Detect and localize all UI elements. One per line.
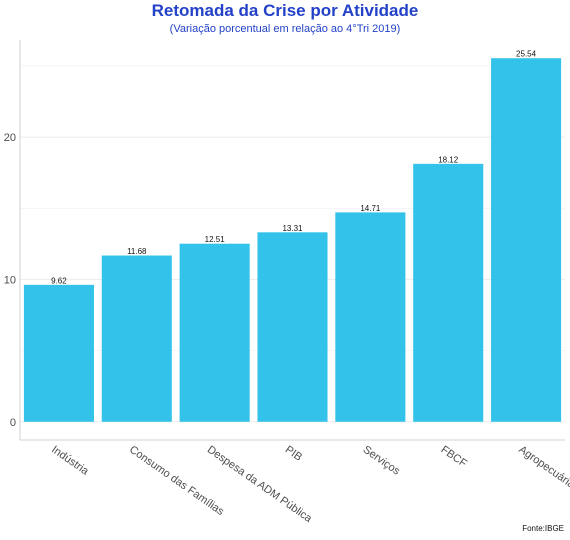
y-tick-label: 20	[4, 132, 16, 144]
chart-subtitle: (Variação porcentual em relação ao 4°Tri…	[169, 23, 401, 35]
chart-title: Retomada da Crise por Atividade	[151, 1, 419, 20]
data-label: 14.71	[360, 204, 381, 213]
x-category-label: Serviços	[361, 444, 403, 478]
bar	[101, 255, 172, 422]
data-label: 12.51	[205, 235, 226, 244]
x-category-label: FBCF	[438, 444, 469, 470]
data-label: 25.54	[516, 50, 537, 59]
bar	[413, 163, 484, 422]
x-category-label: Agropecuária	[516, 444, 570, 492]
source-caption: Fonte:IBGE	[522, 524, 564, 533]
bar	[491, 58, 562, 422]
bar	[179, 243, 250, 422]
data-label: 11.68	[127, 247, 147, 256]
bar	[335, 212, 406, 422]
y-tick-label: 0	[10, 417, 16, 429]
y-tick-label: 10	[4, 274, 16, 286]
data-label: 9.62	[51, 276, 67, 285]
x-category-label: PIB	[283, 444, 304, 464]
bar	[23, 284, 94, 422]
data-label: 13.31	[282, 224, 303, 233]
x-category-label: Indústria	[49, 444, 91, 479]
bar	[257, 232, 328, 422]
data-label: 18.12	[438, 155, 459, 164]
